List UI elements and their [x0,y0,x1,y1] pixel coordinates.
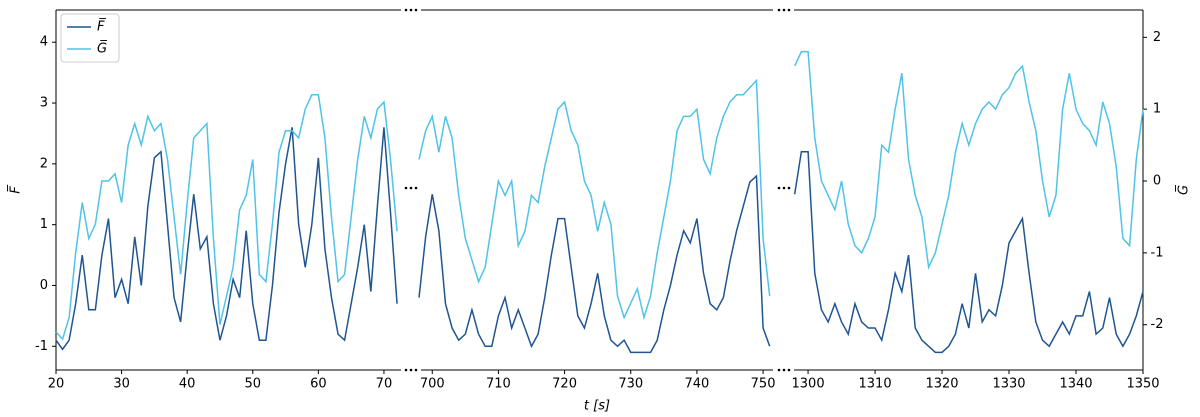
legend-label: F̅ [97,18,107,34]
x-tick-label: 720 [552,377,577,392]
y2-tick-label: -1 [1151,245,1164,260]
x-tick-label: 1300 [792,377,825,392]
x-tick-label: 40 [179,377,196,392]
y-tick-label: 2 [40,156,48,171]
y-tick-label: 4 [40,35,48,50]
y2-axis-label: G̅ [1175,184,1191,195]
x-tick-label: 700 [420,377,445,392]
data-line [793,50,1144,270]
y-tick-label: -1 [35,339,48,354]
x-tick-label: 1340 [1059,377,1092,392]
x-tick-label: 750 [751,377,776,392]
x-tick-label: 1310 [859,377,892,392]
legend-label: G̅ [97,40,108,56]
data-line [418,78,771,321]
break-marks [404,8,791,372]
y2-tick-label: -2 [1151,317,1164,332]
x-tick-label: 30 [113,377,130,392]
x-tick-label: 1320 [925,377,958,392]
x-tick-label: 710 [486,377,511,392]
y-tick-label: 3 [40,96,48,111]
legend-box [60,13,120,63]
y-tick-label: 0 [40,278,48,293]
x-tick-label: 60 [310,377,327,392]
x-tick-label: 740 [684,377,709,392]
data-line [55,127,398,351]
y2-tick-label: 1 [1153,102,1161,117]
x-tick-label: 730 [618,377,643,392]
y2-tick-label: 2 [1153,30,1161,45]
x-tick-label: 1330 [992,377,1025,392]
y-tick-label: 1 [40,217,48,232]
x-axis-label: t [s] [584,399,610,414]
y-axis-label: F̅ [7,184,23,194]
x-tick-label: 70 [376,377,393,392]
x-tick-label: 20 [48,377,65,392]
data-line [793,150,1144,354]
data-line [418,174,771,354]
y2-tick-label: 0 [1153,174,1161,189]
data-line [55,94,398,341]
x-tick-label: 50 [244,377,261,392]
x-tick-label: 1350 [1126,377,1159,392]
